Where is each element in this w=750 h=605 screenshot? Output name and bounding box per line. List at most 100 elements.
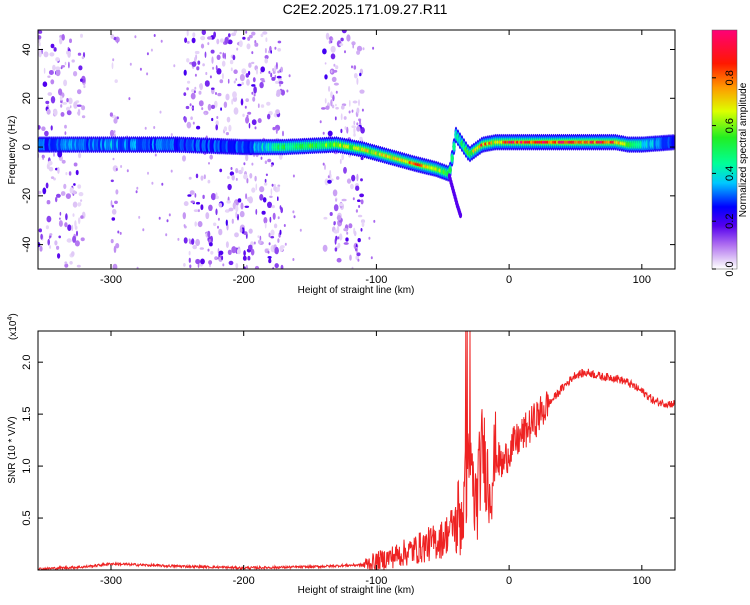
noise-blob: [240, 98, 244, 106]
noise-blob: [217, 92, 222, 97]
noise-blob: [245, 98, 249, 102]
noise-blob: [208, 162, 210, 165]
noise-blob: [234, 232, 239, 238]
noise-blob: [330, 99, 333, 107]
noise-blob: [188, 238, 191, 242]
noise-blob: [183, 92, 187, 96]
noise-blob: [269, 216, 272, 223]
noise-blob: [60, 191, 66, 196]
noise-blob: [184, 37, 188, 43]
noise-blob: [116, 37, 119, 44]
noise-blob: [80, 237, 85, 242]
noise-blob: [344, 50, 346, 54]
noise-blob: [271, 205, 275, 209]
noise-blob: [292, 210, 295, 214]
noise-blob: [333, 221, 336, 225]
noise-blob: [254, 126, 257, 130]
noise-blob: [245, 193, 248, 200]
noise-blob: [68, 171, 72, 176]
noise-blob: [64, 222, 68, 228]
noise-blob: [47, 238, 50, 246]
noise-blob: [159, 110, 162, 114]
noise-blob: [372, 46, 375, 50]
noise-blob: [195, 238, 201, 247]
noise-blob: [42, 81, 48, 87]
noise-blob: [66, 98, 69, 103]
noise-blob: [272, 68, 275, 72]
noise-blob: [120, 165, 123, 168]
noise-blob: [239, 210, 245, 218]
noise-blob: [249, 173, 253, 179]
noise-blob: [332, 189, 338, 197]
noise-blob: [68, 61, 70, 69]
noise-blob: [221, 73, 224, 80]
noise-blob: [59, 217, 61, 220]
noise-blob: [273, 223, 278, 229]
noise-blob: [279, 245, 284, 252]
noise-blob: [209, 242, 213, 247]
ridge-peak: [448, 168, 452, 172]
noise-blob: [237, 213, 239, 221]
noise-blob: [232, 91, 237, 99]
noise-blob: [243, 162, 246, 166]
noise-blob: [227, 249, 232, 255]
noise-blob: [346, 231, 349, 235]
noise-blob: [153, 126, 156, 129]
noise-blob: [215, 192, 218, 198]
noise-blob: [188, 250, 191, 256]
noise-blob: [242, 255, 247, 261]
noise-blob: [319, 120, 322, 124]
noise-blob: [210, 49, 215, 54]
noise-blob: [280, 264, 284, 269]
noise-blob: [228, 33, 231, 38]
noise-blob: [60, 112, 65, 117]
noise-blob: [327, 179, 332, 184]
noise-blob: [200, 36, 206, 41]
noise-blob: [215, 65, 218, 71]
noise-blob: [324, 62, 327, 65]
noise-blob: [339, 43, 344, 46]
noise-blob: [64, 131, 67, 136]
noise-blob: [111, 208, 117, 215]
noise-blob: [328, 85, 331, 92]
noise-blob: [335, 198, 338, 202]
noise-blob: [254, 265, 260, 269]
noise-blob: [192, 121, 195, 125]
noise-blob: [275, 109, 280, 115]
noise-blob: [53, 109, 58, 116]
noise-blob: [346, 126, 349, 134]
noise-blob: [62, 102, 68, 105]
noise-blob: [360, 219, 366, 224]
noise-blob: [352, 100, 358, 104]
noise-blob: [199, 83, 203, 89]
noise-blob: [81, 56, 85, 60]
noise-blob: [46, 215, 52, 223]
noise-blob: [78, 217, 81, 225]
noise-blob: [250, 248, 255, 256]
noise-blob: [63, 183, 67, 190]
heatmap-y-axis-label: Frequency (Hz): [7, 116, 18, 185]
noise-blob: [195, 258, 201, 265]
noise-blob: [214, 100, 218, 108]
noise-blob: [135, 190, 138, 194]
noise-blob: [248, 34, 253, 39]
noise-blob: [226, 200, 231, 204]
noise-blob: [207, 36, 212, 40]
noise-blob: [194, 193, 197, 198]
x-tick-label: -200: [233, 274, 255, 286]
noise-blob: [136, 186, 139, 190]
noise-blob: [151, 181, 154, 185]
noise-blob: [46, 200, 51, 205]
noise-blob: [248, 196, 254, 204]
noise-blob: [170, 133, 173, 137]
noise-blob: [267, 158, 272, 163]
noise-blob: [42, 154, 44, 161]
noise-blob: [208, 260, 213, 265]
noise-blob: [359, 89, 365, 94]
noise-blob: [221, 60, 226, 67]
noise-blob: [356, 45, 363, 52]
noise-blob: [190, 92, 196, 100]
noise-blob: [260, 66, 266, 73]
noise-blob: [277, 184, 281, 188]
noise-blob: [343, 166, 347, 174]
